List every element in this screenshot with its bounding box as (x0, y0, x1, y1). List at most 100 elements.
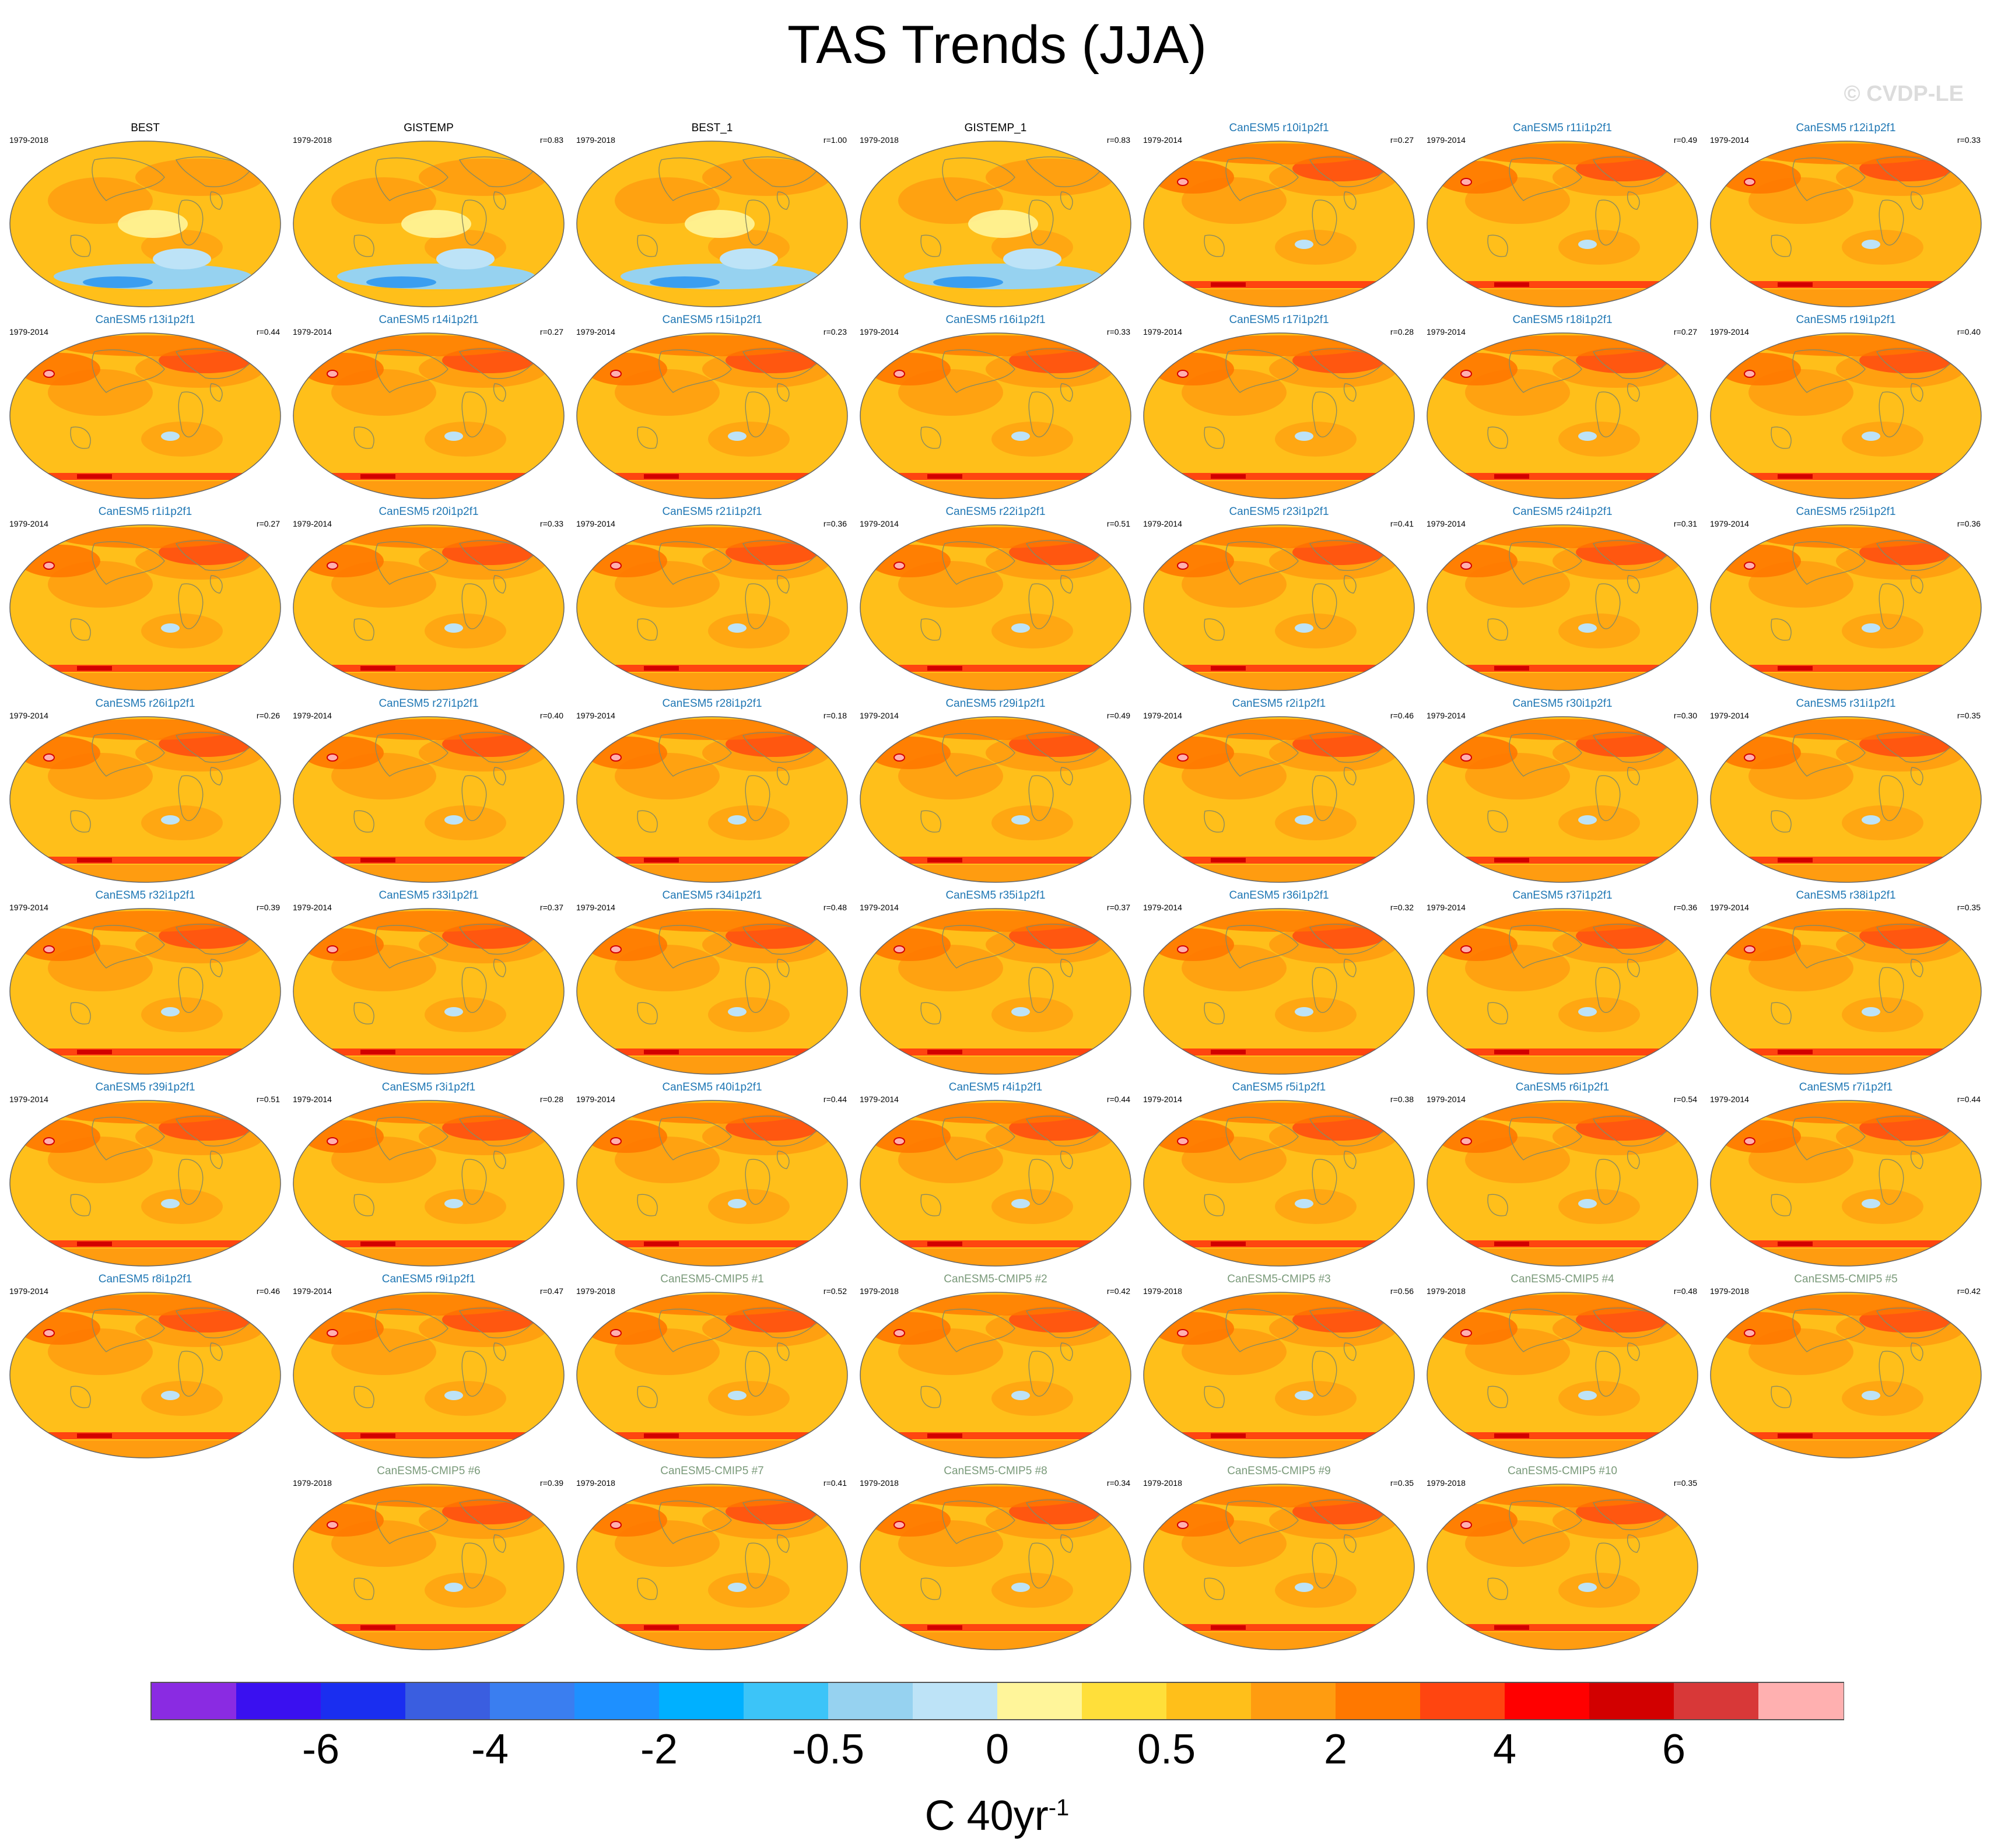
panel-correlation: r=0.35 (1957, 903, 1981, 912)
panel-correlation: r=0.47 (539, 1286, 563, 1296)
coastline (1595, 1351, 1621, 1397)
map-border (1427, 1484, 1698, 1650)
trend-region (293, 865, 564, 882)
panel-correlation: r=0.51 (1106, 519, 1130, 528)
trend-region (1177, 1521, 1189, 1529)
trend-region (327, 562, 338, 570)
trend-region (360, 858, 395, 862)
trend-region (77, 666, 112, 671)
trend-region (728, 1583, 747, 1592)
colorbar-segment (744, 1683, 829, 1719)
world-map (9, 1292, 281, 1458)
map-border (860, 332, 1131, 499)
map-panel: CanESM5 r21i1p2f1 1979-2014 r=0.36 (574, 505, 850, 693)
trend-region (1558, 1189, 1640, 1224)
panel-title: CanESM5-CMIP5 #4 (1511, 1273, 1614, 1285)
map-panel: CanESM5 r33i1p2f1 1979-2014 r=0.37 (290, 889, 567, 1076)
colorbar-tick-label: 4 (1492, 1726, 1517, 1773)
trend-region (444, 1583, 463, 1592)
trend-region (366, 276, 436, 288)
trend-region (898, 177, 1003, 224)
coastline (353, 1194, 374, 1216)
coastline (777, 1342, 790, 1361)
trend-region (343, 1103, 518, 1124)
map-border (1710, 908, 1982, 1075)
trend-region (626, 1486, 801, 1507)
coastline (920, 1002, 941, 1025)
coastline (375, 157, 448, 201)
trend-region (1003, 248, 1061, 269)
trend-region (1211, 858, 1246, 862)
coastline (658, 1309, 732, 1352)
map-border (293, 141, 565, 307)
map-border (1143, 332, 1415, 499)
coastline (1204, 1577, 1225, 1600)
map-panel: CanESM5 r25i1p2f1 1979-2014 r=0.36 (1708, 505, 1984, 693)
trend-region (1494, 1625, 1529, 1630)
world-map (860, 1292, 1131, 1458)
map-panel: CanESM5-CMIP5 #9 1979-2018 r=0.35 (1141, 1464, 1417, 1652)
trend-region (910, 719, 1085, 740)
map-border (1710, 524, 1982, 691)
world-map (1143, 908, 1415, 1075)
coastline (461, 583, 487, 629)
coastline (1592, 1307, 1670, 1338)
map-panel: CanESM5-CMIP5 #4 1979-2018 r=0.48 (1424, 1272, 1701, 1460)
trend-region (1427, 1632, 1698, 1650)
colorbar-segment (321, 1683, 406, 1719)
panel-period: 1979-2018 (576, 1478, 615, 1488)
coastline (1627, 1151, 1640, 1169)
coastline (1312, 1159, 1337, 1205)
coastline (637, 810, 658, 833)
coastline (1344, 1534, 1357, 1553)
trend-region (1842, 613, 1923, 648)
coastline (1204, 1002, 1225, 1025)
trend-region (1760, 143, 1935, 164)
coastline (92, 349, 165, 393)
trend-region (425, 613, 506, 648)
trend-region (893, 370, 905, 378)
coastline (178, 967, 204, 1013)
panel-title: CanESM5 r34i1p2f1 (662, 889, 762, 902)
trend-region (650, 276, 720, 288)
trend-region (1494, 858, 1529, 862)
panel-correlation: r=0.46 (1390, 711, 1414, 720)
trend-region (302, 1312, 384, 1345)
coastline (658, 157, 732, 201)
panel-correlation: r=0.33 (539, 519, 563, 528)
coastline (493, 191, 506, 210)
trend-region (927, 1050, 962, 1054)
trend-region (869, 737, 951, 769)
coastline (1312, 391, 1337, 437)
trend-region (910, 911, 1085, 932)
trend-region (1744, 562, 1755, 570)
coastline (777, 767, 790, 786)
trend-region (1711, 1057, 1981, 1074)
trend-region (893, 562, 905, 570)
world-map (293, 716, 565, 883)
trend-region (1711, 1249, 1981, 1266)
trend-region (141, 613, 223, 648)
trend-region (1842, 422, 1923, 457)
map-panel: CanESM5 r35i1p2f1 1979-2014 r=0.37 (857, 889, 1134, 1076)
trend-region (1427, 865, 1698, 882)
trend-region (933, 276, 1003, 288)
coastline (458, 348, 537, 379)
panel-title: CanESM5 r37i1p2f1 (1512, 889, 1613, 902)
trend-region (991, 1381, 1073, 1416)
panel-title: GISTEMP (404, 122, 454, 134)
coastline (493, 1534, 506, 1553)
trend-region (728, 432, 747, 441)
coastline (1028, 967, 1054, 1013)
trend-region (728, 1391, 747, 1400)
coastline (1627, 767, 1640, 786)
coastline (1879, 583, 1904, 629)
trend-region (1144, 1632, 1414, 1650)
trend-region (327, 753, 338, 762)
trend-region (1862, 1007, 1880, 1016)
trend-region (1193, 143, 1368, 164)
trend-region (153, 248, 211, 269)
coastline (920, 810, 941, 833)
trend-region (1558, 230, 1640, 265)
map-border (1710, 1100, 1982, 1267)
